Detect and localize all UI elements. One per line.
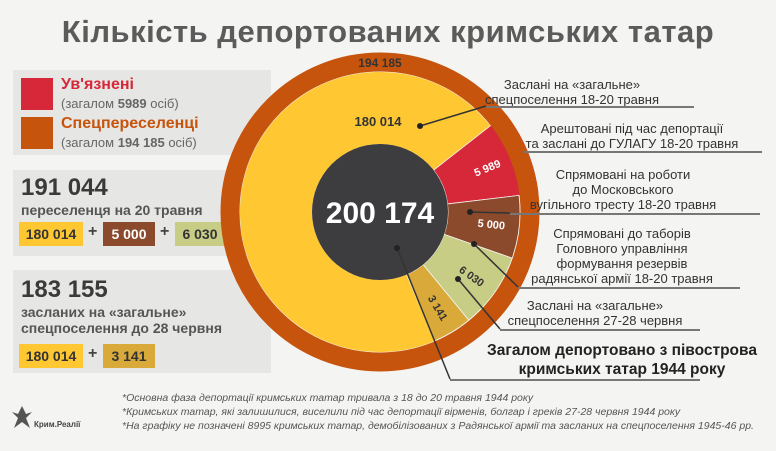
- legend-label-settlers: Спецпереселенці: [61, 115, 199, 132]
- annotation-gulag: Арештовані під час депортації та заслані …: [525, 121, 739, 151]
- annotation-general-may: Заслані на «загальне» спецпоселення 18-20…: [484, 77, 659, 107]
- legend-sub-prisoners: (загалом 5989 осіб): [61, 96, 179, 111]
- annotation-moscow-coal: Спрямовані на роботи до Московського вугіл…: [529, 167, 717, 212]
- footnote-1: *Основна фаза депортації кримських татар…: [122, 392, 534, 404]
- leader-general-june: [457, 278, 501, 330]
- sum-may-caption: переселенця на 20 травня: [21, 202, 203, 218]
- sum-june-caption-1: засланих на «загальне»: [21, 304, 187, 320]
- sum-june-caption-2: спецпоселення до 28 червня: [21, 320, 222, 336]
- legend-panel: Ув'язнені (загалом 5989 осіб) Спецпересе…: [13, 70, 271, 155]
- annotation-army-camps: Спрямовані до таборів Головного управлінн…: [531, 226, 713, 286]
- sum-june-box-2: 3 141: [103, 344, 155, 368]
- legend-label-prisoners: Ув'язнені: [61, 76, 134, 93]
- chart-total-label: 200 174: [326, 197, 435, 230]
- outer-ring-settlers: [220, 52, 540, 372]
- sum-may-plus-2: +: [160, 223, 170, 240]
- leader-moscow-coal-dot: [467, 209, 473, 215]
- leader-army-camps: [473, 243, 519, 288]
- legend-prisoners: Ув'язнені (загалом 5989 осіб): [21, 76, 271, 114]
- legend-swatch-settlers: [21, 117, 53, 149]
- sum-may-box-1: 180 014: [19, 222, 83, 246]
- sum-june-plus: +: [88, 345, 98, 362]
- slice-label-moscow-coal: 5 000: [477, 218, 506, 233]
- sum-may-box-2: 5 000: [103, 222, 155, 246]
- leader-total: [396, 247, 451, 380]
- leader-general-may: [419, 105, 487, 127]
- logo-name: Крим.Реалії: [34, 420, 81, 429]
- underline-a4: [518, 287, 740, 289]
- underline-total: [450, 379, 700, 381]
- sum-june-box-1: 180 014: [19, 344, 83, 368]
- inner-yellow-label: 180 014: [355, 114, 403, 129]
- sum-june-number: 183 155: [21, 276, 108, 303]
- legend-settlers: Спецпереселенці (загалом 194 185 осіб): [21, 115, 271, 153]
- annotation-general-june: Заслані на «загальне» спецпоселення 27-28…: [507, 298, 683, 328]
- footnote-2: *Кримських татар, які залишилися, висели…: [122, 406, 681, 418]
- underline-a3: [510, 213, 760, 215]
- sum-may-plus-1: +: [88, 223, 98, 240]
- chart-center: [312, 144, 448, 280]
- annotation-total: Загалом депортовано з півострова кримськи…: [487, 342, 757, 378]
- leader-general-may-dot: [417, 123, 423, 129]
- leader-general-june-dot: [455, 276, 461, 282]
- underline-a5: [500, 329, 700, 331]
- underline-a1: [486, 106, 694, 108]
- logo-icon: [12, 406, 32, 428]
- legend-swatch-prisoners: [21, 78, 53, 110]
- leader-army-camps-dot: [471, 241, 477, 247]
- legend-sub-settlers: (загалом 194 185 осіб): [61, 135, 197, 150]
- sum-may-box-3: 6 030: [175, 222, 225, 246]
- leader-total-dot: [394, 245, 400, 251]
- sum-panel-june: 183 155 засланих на «загальне» спецпосел…: [13, 270, 271, 373]
- footnote-3: *На графіку не позначені 8995 кримських …: [122, 420, 754, 432]
- leader-moscow-coal: [469, 211, 511, 214]
- outer-ring-label: 194 185: [358, 56, 402, 70]
- sum-may-number: 191 044: [21, 174, 108, 201]
- page-title: Кількість депортованих кримських татар: [61, 14, 715, 49]
- underline-a2: [524, 151, 762, 153]
- slice-general-may: [239, 71, 491, 353]
